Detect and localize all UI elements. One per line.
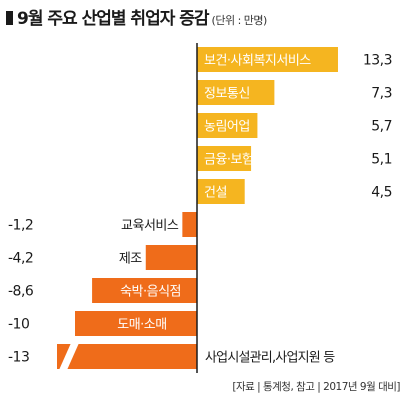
category-label: 도매·소매 — [117, 318, 166, 333]
value-label: -13 — [8, 350, 29, 366]
category-label: 숙박·음식점 — [120, 285, 181, 300]
bar-negative — [92, 278, 197, 303]
bar-positive — [197, 146, 252, 171]
value-label: 13,3 — [363, 53, 392, 69]
value-label: 4,5 — [371, 185, 392, 201]
bar-negative — [182, 212, 197, 237]
value-label: 5,1 — [371, 152, 392, 168]
chart-title-block: 9월 주요 산업별 취업자 증감 (단위 : 만명) — [6, 4, 267, 29]
category-label: 제조 — [119, 252, 142, 267]
category-label: 사업시설관리,사업지원 등 — [205, 351, 335, 366]
bar-positive — [197, 179, 245, 204]
value-label: -1,2 — [8, 218, 33, 234]
chart-title: 9월 주요 산업별 취업자 증감 — [17, 9, 210, 29]
bar-positive — [197, 113, 258, 138]
unit-note: (단위 : 만명) — [211, 14, 268, 27]
value-label: 5,7 — [371, 119, 392, 135]
value-label: -10 — [8, 317, 29, 333]
category-label: 정보통신 — [204, 87, 250, 102]
value-label: -4,2 — [8, 251, 33, 267]
category-label: 금융·보험 — [204, 153, 253, 168]
category-label: 농림어업 — [204, 120, 250, 135]
category-label: 교육서비스 — [121, 219, 179, 234]
bar-positive — [197, 47, 338, 72]
axis-break-mark — [59, 343, 79, 370]
bar-positive — [197, 80, 275, 105]
bar-negative — [57, 344, 197, 369]
title-square-icon — [6, 11, 13, 25]
source-note: [자료 | 통계청, 참고 | 2017년 9월 대비] — [232, 381, 400, 393]
category-label: 건설 — [204, 186, 227, 201]
bar-negative — [145, 245, 197, 270]
value-label: -8,6 — [8, 284, 34, 300]
value-label: 7,3 — [371, 86, 392, 102]
category-label: 보건·사회복지서비스 — [204, 54, 311, 69]
bar-negative — [75, 311, 197, 336]
